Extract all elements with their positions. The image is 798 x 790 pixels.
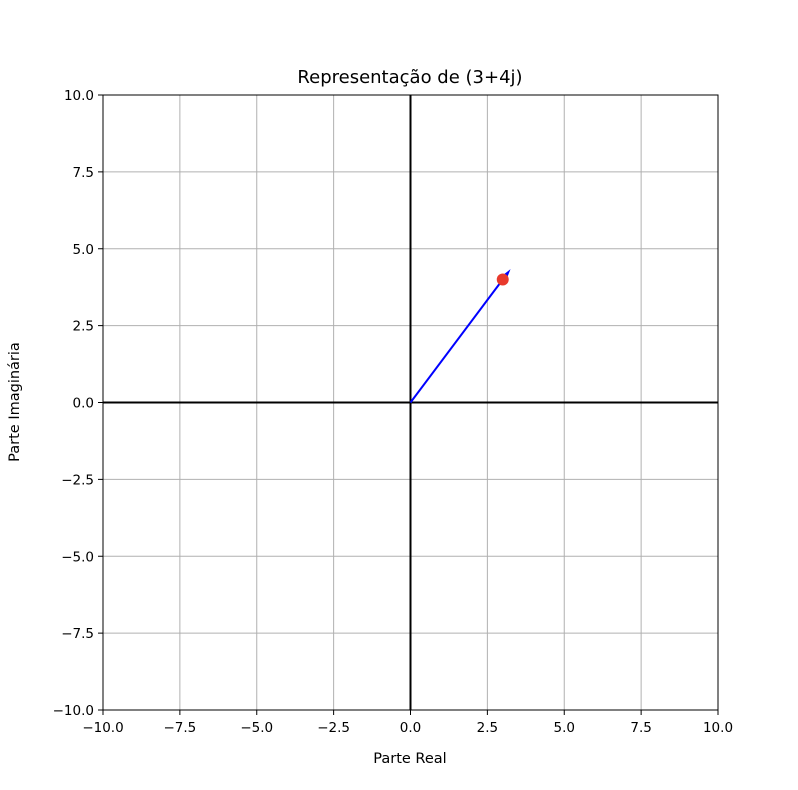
x-tick-label: 2.5 <box>477 720 498 736</box>
x-axis-label: Parte Real <box>373 751 446 767</box>
vector-line <box>409 278 504 404</box>
data-layer <box>409 269 511 404</box>
x-tick-labels: −10.0 −7.5 −5.0 −2.5 0.0 2.5 5.0 7.5 10.0 <box>82 720 733 736</box>
y-tick-label: −7.5 <box>61 626 94 642</box>
y-tick-label: 2.5 <box>73 319 94 335</box>
tick-marks <box>98 94 719 715</box>
x-tick-label: −2.5 <box>317 720 350 736</box>
x-tick-label: −5.0 <box>240 720 273 736</box>
x-tick-label: −10.0 <box>82 720 123 736</box>
x-tick-label: 7.5 <box>630 720 651 736</box>
y-tick-label: 5.0 <box>73 242 94 258</box>
x-tick-label: 5.0 <box>554 720 575 736</box>
y-tick-label: 10.0 <box>64 88 94 104</box>
y-tick-labels: −10.0 −7.5 −5.0 −2.5 0.0 2.5 5.0 7.5 10.0 <box>53 88 94 719</box>
x-tick-label: 0.0 <box>400 720 421 736</box>
x-tick-label: 10.0 <box>703 720 733 736</box>
y-tick-label: 7.5 <box>73 165 94 181</box>
y-tick-label: 0.0 <box>73 396 94 412</box>
y-tick-label: −5.0 <box>61 549 94 565</box>
data-point <box>496 273 509 286</box>
y-tick-label: −10.0 <box>53 703 94 719</box>
chart-title: Representação de (3+4j) <box>297 67 522 88</box>
y-axis-label: Parte Imaginária <box>7 342 23 462</box>
x-tick-label: −7.5 <box>163 720 196 736</box>
y-tick-label: −2.5 <box>61 472 94 488</box>
